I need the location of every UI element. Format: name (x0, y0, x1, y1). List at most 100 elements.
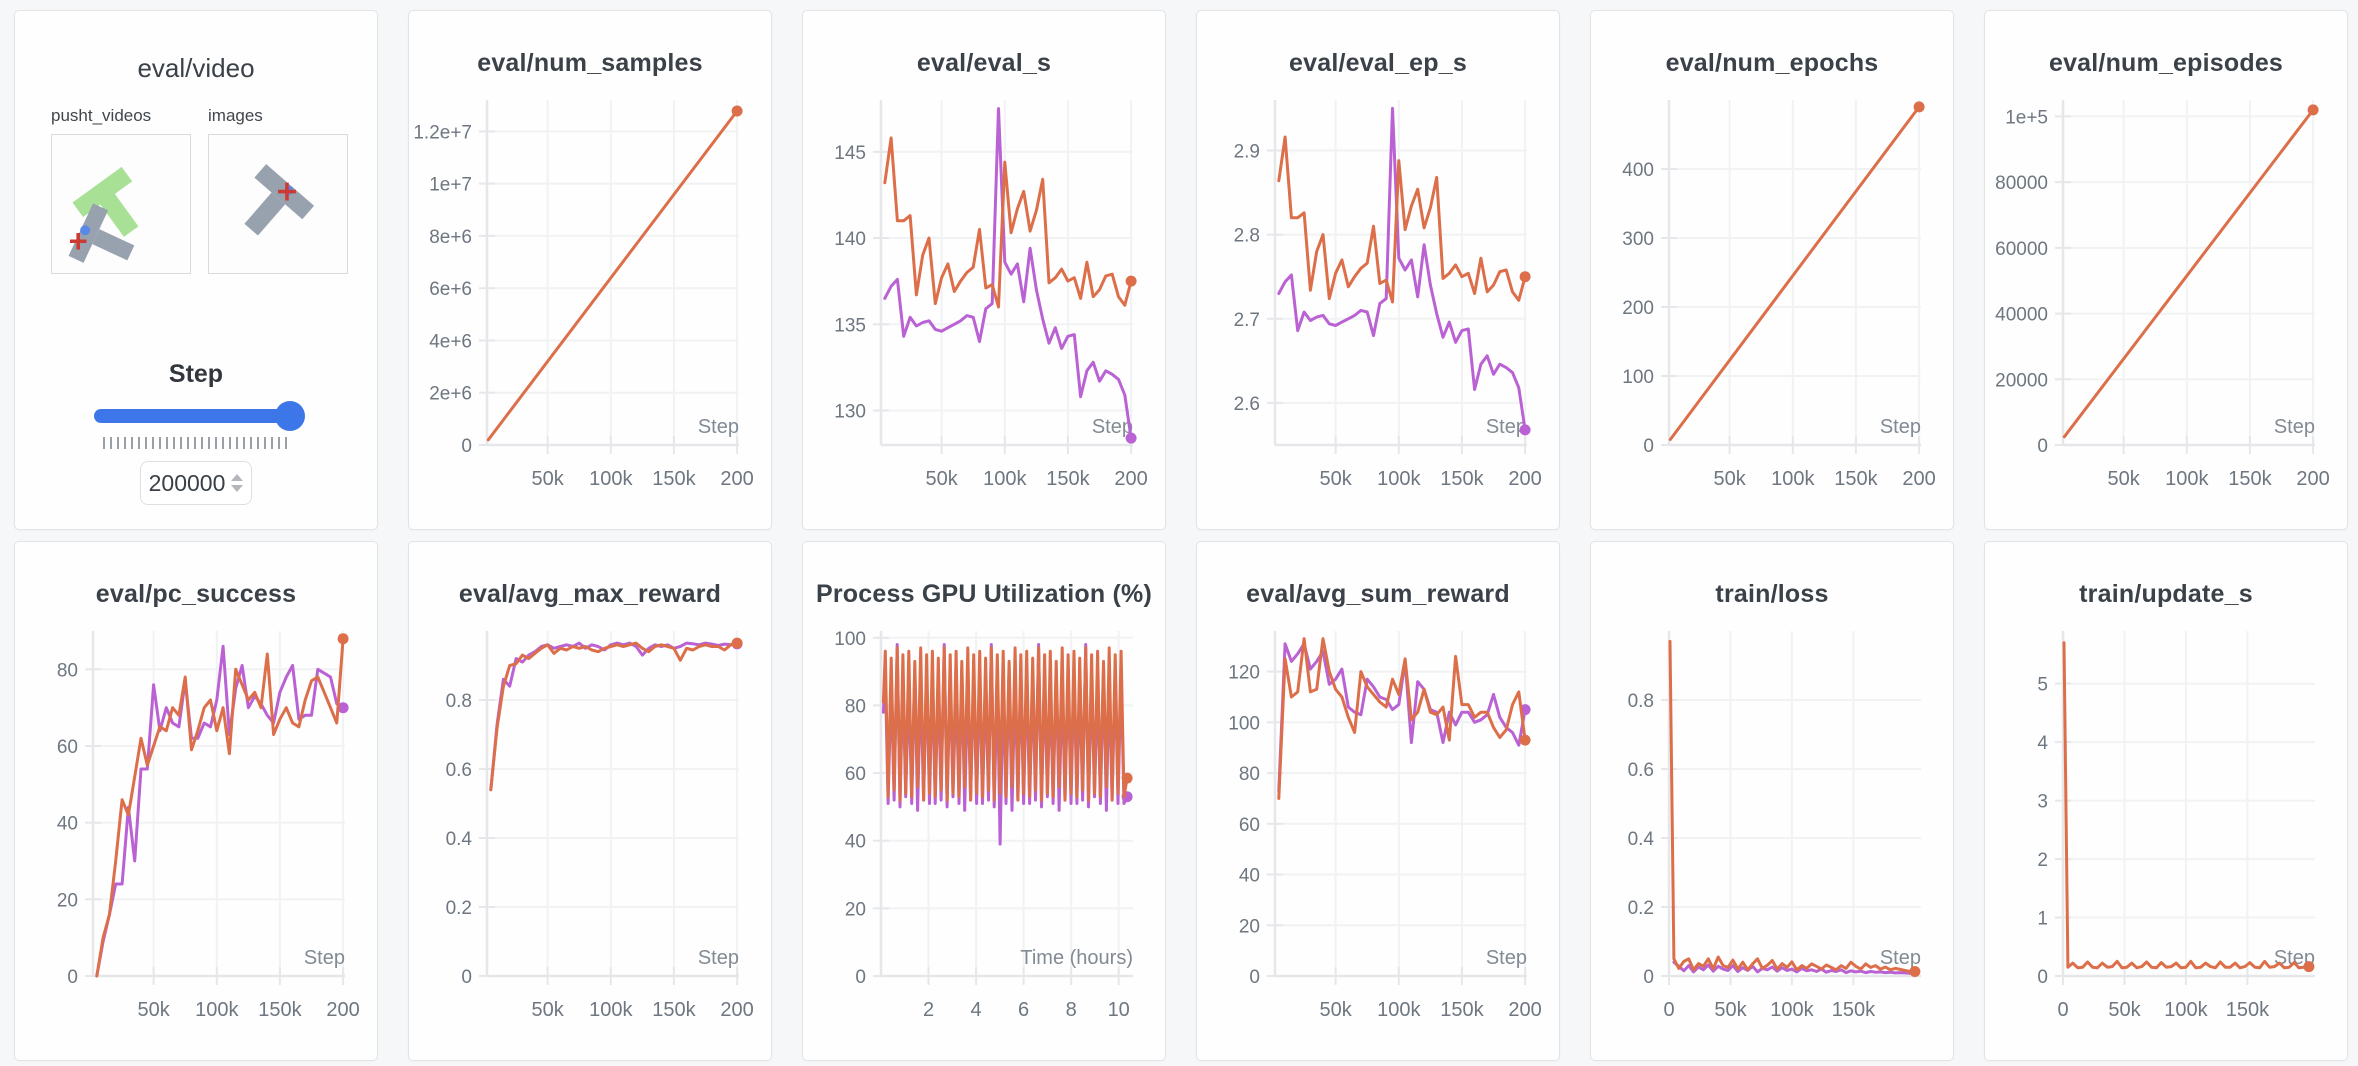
chart-canvas-eval-ep-s[interactable]: 2.6 2.7 2.8 2.9 50k 100k 150k 200 Step (1197, 87, 1559, 523)
chart-canvas-pc-success[interactable]: 0 20 40 60 80 50k 100k 150k 200 Step (15, 618, 377, 1054)
svg-text:150k: 150k (652, 468, 696, 490)
svg-text:200: 200 (2296, 468, 2329, 490)
chart-canvas-train-loss[interactable]: 0 0.2 0.4 0.6 0.8 0 50k 100k 150k Step (1591, 618, 1953, 1054)
svg-text:2.6: 2.6 (1234, 394, 1260, 415)
chart-canvas-num-epochs[interactable]: 0 100 200 300 400 50k 100k 150k 200 Step (1591, 87, 1953, 523)
media-row: pusht_videos (15, 106, 377, 274)
panel-eval-eval-ep-s: eval/eval_ep_s 2.6 2.7 2.8 2.9 50k 100k 150k 20… (1196, 10, 1560, 530)
svg-text:6e+6: 6e+6 (429, 279, 472, 300)
svg-text:40: 40 (1239, 866, 1260, 887)
panel-eval-eval-s: eval/eval_s 130 135 140 145 50k 100k 150k 200 St… (802, 10, 1166, 530)
svg-text:50k: 50k (1713, 468, 1746, 490)
panel-eval-avg-sum-reward: eval/avg_sum_reward 0 20 40 60 80 100 120 50k 10… (1196, 541, 1560, 1061)
svg-text:60: 60 (57, 737, 78, 758)
step-slider (94, 401, 305, 437)
panel-eval-num-episodes: eval/num_episodes 0 20000 40000 60000 80000 1… (1984, 10, 2348, 530)
svg-text:100k: 100k (589, 468, 633, 490)
chart-canvas-eval-s[interactable]: 130 135 140 145 50k 100k 150k 200 Step (803, 87, 1165, 523)
chart-title: eval/eval_ep_s (1289, 49, 1467, 77)
svg-text:150k: 150k (258, 999, 302, 1021)
svg-text:100: 100 (834, 629, 866, 650)
svg-text:200: 200 (326, 999, 359, 1021)
media-column-pusht-videos: pusht_videos (51, 106, 191, 274)
panel-eval-pc-success: eval/pc_success 0 20 40 60 80 50k 100k 150k 200 S… (14, 541, 378, 1061)
svg-text:100k: 100k (1771, 468, 1815, 490)
svg-text:2.9: 2.9 (1234, 142, 1260, 163)
svg-text:200: 200 (1622, 298, 1654, 319)
svg-text:0.8: 0.8 (446, 691, 472, 712)
svg-text:0: 0 (855, 967, 866, 988)
svg-text:4e+6: 4e+6 (429, 332, 472, 353)
svg-text:120: 120 (1228, 663, 1260, 684)
images-graphic (244, 164, 315, 236)
spinner-down-icon[interactable] (231, 485, 244, 492)
chart-title: train/update_s (2079, 580, 2253, 608)
svg-text:150k: 150k (652, 999, 696, 1021)
svg-text:2: 2 (923, 999, 934, 1021)
chart-canvas-train-update-s[interactable]: 0 1 2 3 4 5 0 50k 100k 150k Step (1985, 618, 2347, 1054)
svg-text:0.8: 0.8 (1628, 691, 1654, 712)
svg-text:20: 20 (845, 899, 866, 920)
svg-text:Step: Step (2274, 416, 2315, 438)
svg-text:1: 1 (2037, 909, 2048, 930)
step-slider-thumb[interactable] (274, 401, 305, 431)
pusht-video-thumbnail[interactable] (51, 134, 191, 274)
svg-text:100k: 100k (983, 468, 1027, 490)
svg-text:100k: 100k (195, 999, 239, 1021)
svg-text:50k: 50k (531, 999, 564, 1021)
chart-title: eval/num_epochs (1665, 49, 1879, 77)
chart-title: train/loss (1715, 580, 1829, 608)
svg-text:200: 200 (720, 999, 753, 1021)
svg-text:60: 60 (845, 764, 866, 785)
chart-canvas-avg-sum-reward[interactable]: 0 20 40 60 80 100 120 50k 100k 150k 200 Step (1197, 618, 1559, 1054)
chart-canvas-avg-max-reward[interactable]: 0 0.2 0.4 0.6 0.8 50k 100k 150k 200 Step (409, 618, 771, 1054)
svg-text:100k: 100k (1377, 999, 1421, 1021)
chart-title: eval/eval_s (916, 49, 1052, 77)
chart-title: eval/num_samples (477, 49, 703, 77)
svg-text:1e+7: 1e+7 (429, 175, 472, 196)
svg-text:1.2e+7: 1.2e+7 (413, 122, 472, 143)
chart-canvas-gpu-utilization[interactable]: 0 20 40 60 80 100 2 4 6 8 10 Time (hours) (803, 618, 1165, 1054)
svg-text:100: 100 (1622, 367, 1654, 388)
svg-text:2.8: 2.8 (1234, 226, 1260, 247)
svg-text:300: 300 (1622, 229, 1654, 250)
panel-eval-num-epochs: eval/num_epochs 0 100 200 300 400 50k 100k 150k… (1590, 10, 1954, 530)
chart-canvas-num-samples[interactable]: 0 2e+6 4e+6 6e+6 8e+6 1e+7 1.2e+7 50k 100k 150k 20… (409, 87, 771, 523)
svg-text:150k: 150k (1832, 999, 1876, 1021)
stepper-spinner (231, 474, 244, 492)
panel-eval-video: eval/video pusht_videos (14, 10, 378, 530)
panel-title: eval/video (137, 53, 255, 83)
svg-text:8e+6: 8e+6 (429, 227, 472, 248)
svg-text:150k: 150k (1834, 468, 1878, 490)
svg-text:Step: Step (1880, 947, 1921, 969)
svg-text:10: 10 (1108, 999, 1130, 1021)
svg-text:0.4: 0.4 (1628, 829, 1655, 850)
svg-text:0.6: 0.6 (1628, 760, 1654, 781)
svg-text:150k: 150k (1440, 999, 1484, 1021)
chart-title: eval/avg_sum_reward (1246, 580, 1510, 608)
svg-text:1e+5: 1e+5 (2005, 107, 2048, 128)
svg-text:40: 40 (57, 814, 78, 835)
images-thumbnail[interactable] (208, 134, 348, 274)
chart-canvas-num-episodes[interactable]: 0 20000 40000 60000 80000 1e+5 50k 100k 150k 200 S… (1985, 87, 2347, 523)
step-slider-ticks (103, 437, 289, 449)
panel-eval-num-samples: eval/num_samples 0 2e+6 4e+6 6e+6 8e+6 1e+7 1.… (408, 10, 772, 530)
media-column-images: images (208, 106, 348, 274)
svg-text:100: 100 (1228, 713, 1260, 734)
svg-text:40000: 40000 (1995, 305, 2048, 326)
spinner-up-icon[interactable] (231, 474, 244, 481)
svg-text:60: 60 (1239, 815, 1260, 836)
svg-text:20: 20 (57, 890, 78, 911)
svg-text:20: 20 (1239, 916, 1260, 937)
svg-text:0: 0 (67, 967, 78, 988)
svg-text:0: 0 (1663, 999, 1674, 1021)
step-slider-track[interactable] (94, 409, 298, 423)
svg-text:6: 6 (1018, 999, 1029, 1021)
svg-text:50k: 50k (925, 468, 958, 490)
step-value-input[interactable]: 200000 (140, 461, 252, 505)
svg-text:50k: 50k (1319, 999, 1352, 1021)
chart-title: eval/num_episodes (2048, 49, 2284, 77)
svg-text:100k: 100k (1377, 468, 1421, 490)
svg-text:80: 80 (57, 660, 78, 681)
svg-text:20000: 20000 (1995, 370, 2048, 391)
